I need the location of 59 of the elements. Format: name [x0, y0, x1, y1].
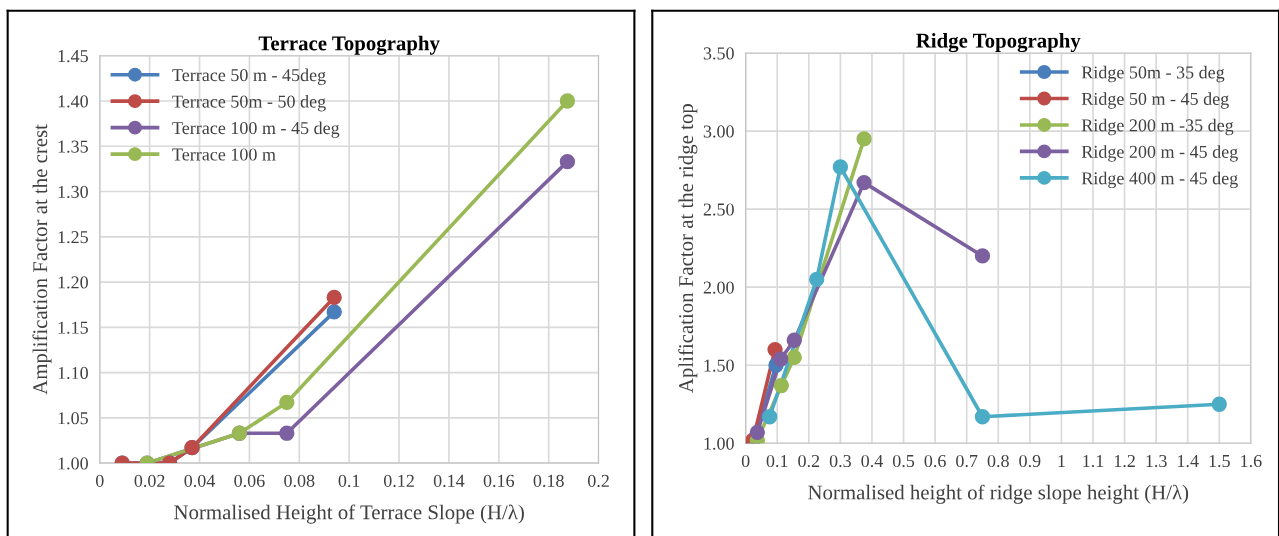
- legend-label: Ridge 200 m -35 deg: [1081, 118, 1234, 136]
- x-tick-label: 0.6: [924, 454, 946, 468]
- y-tick-label: 1.15: [58, 321, 88, 334]
- x-tick-label: 0.7: [956, 454, 978, 468]
- x-axis-title: Normalised height of ridge slope height (H/λ): [808, 484, 1189, 504]
- legend-label: Ridge 400 m - 45 deg: [1081, 171, 1238, 189]
- legend-label: Terrace 100 m: [172, 148, 276, 161]
- y-tick-label: 1.45: [58, 50, 88, 63]
- x-tick-label: 1.2: [1114, 454, 1135, 468]
- y-tick-label: 1.30: [58, 185, 88, 199]
- legend-label: Terrace 50 m - 45deg: [172, 68, 326, 85]
- y-tick-label: 1.35: [58, 140, 88, 153]
- x-tick-label: 1.6: [1241, 454, 1262, 468]
- legend-label: Ridge 50m - 35 deg: [1081, 65, 1225, 83]
- x-tick-label: 0.1: [766, 454, 788, 468]
- chart-title: Terrace Topography: [258, 35, 440, 55]
- x-tick-label: 0.12: [383, 474, 414, 487]
- y-tick-label: 1.50: [704, 359, 734, 372]
- x-tick-label: 0: [95, 474, 104, 487]
- legend-label: Ridge 200 m - 45 deg: [1081, 145, 1238, 162]
- y-axis-title: Aplification Factor at the ridge top: [678, 104, 698, 393]
- x-tick-label: 0.4: [861, 454, 883, 468]
- x-tick-label: 1: [1058, 454, 1065, 467]
- y-tick-label: 1.40: [58, 95, 88, 108]
- x-tick-label: 0.2: [798, 454, 820, 468]
- y-axis-title: Amplification Factor at the crest: [32, 124, 52, 395]
- x-tick-label: 0.18: [533, 474, 564, 487]
- y-tick-label: 1.10: [58, 366, 88, 380]
- y-tick-label: 1.20: [58, 276, 88, 289]
- x-tick-label: 0.3: [829, 454, 851, 468]
- x-tick-label: 0.06: [234, 474, 265, 487]
- x-tick-label: 1.4: [1178, 454, 1199, 468]
- y-tick-label: 3.50: [703, 47, 734, 60]
- x-tick-label: 0.04: [184, 474, 216, 487]
- x-tick-label: 0.02: [134, 474, 165, 487]
- x-tick-label: 0.5: [892, 454, 915, 468]
- x-tick-label: 0.2: [587, 474, 609, 487]
- y-tick-label: 2.00: [703, 281, 734, 294]
- x-axis-title: Normalised Height of Terrace Slope (H/λ): [174, 504, 524, 524]
- y-tick-label: 3.00: [703, 125, 734, 138]
- x-tick-label: 0.14: [433, 474, 465, 487]
- y-tick-label: 1.25: [58, 231, 88, 244]
- chart-title: Ridge Topography: [916, 33, 1081, 53]
- x-tick-label: 0.1: [338, 474, 360, 487]
- x-tick-label: 0.8: [987, 454, 1009, 468]
- x-tick-label: 1.1: [1083, 454, 1104, 468]
- y-tick-label: 1.00: [704, 437, 734, 450]
- x-tick-label: 0.16: [483, 474, 515, 487]
- legend-label: Terrace 100 m - 45 deg: [172, 121, 340, 138]
- legend-label: Terrace 50m - 50 deg: [172, 94, 326, 112]
- x-tick-label: 1.3: [1146, 454, 1167, 468]
- y-tick-label: 2.50: [703, 203, 734, 216]
- y-tick-label: 1.00: [58, 457, 88, 470]
- x-tick-label: 0: [741, 454, 750, 468]
- x-tick-label: 0.9: [1019, 454, 1041, 468]
- y-tick-label: 1.05: [58, 412, 88, 425]
- x-tick-label: 1.5: [1209, 454, 1230, 468]
- x-tick-label: 0.08: [284, 474, 315, 487]
- legend-label: Ridge 50 m - 45 deg: [1081, 92, 1229, 109]
